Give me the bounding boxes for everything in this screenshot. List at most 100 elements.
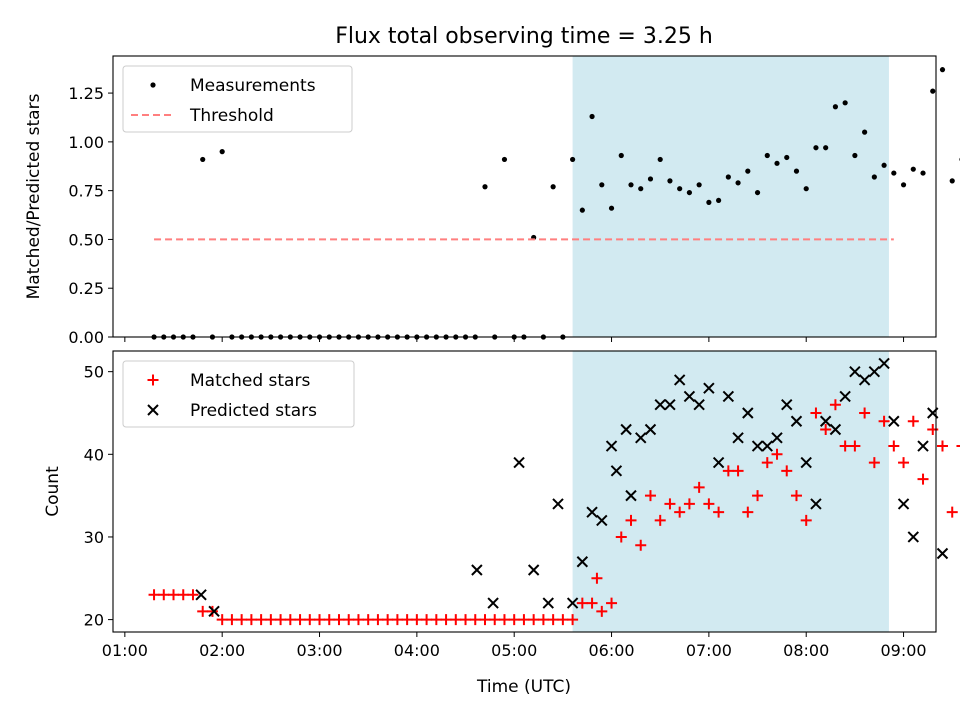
matched-star-point <box>469 614 481 626</box>
predicted-star-point <box>664 399 676 411</box>
measurement-point <box>862 129 868 135</box>
matched-star-point <box>401 614 413 626</box>
predicted-star-point <box>620 423 632 436</box>
matched-star-point <box>430 614 442 626</box>
predicted-star-point <box>566 597 579 609</box>
legend-box <box>122 360 355 428</box>
matched-star-point <box>752 490 764 502</box>
x-axis-label: Time (UTC) <box>476 677 571 697</box>
x-tick-label: 03:00 <box>296 641 342 660</box>
measurement-point <box>745 168 751 174</box>
predicted-star-point <box>907 531 919 543</box>
matched-star-point <box>576 597 588 609</box>
measurement-point <box>832 104 839 110</box>
y-tick-label: 1.25 <box>68 84 104 103</box>
predicted-star-point <box>487 597 499 609</box>
measurement-point <box>686 189 693 196</box>
matched-star-point <box>158 589 170 601</box>
matched-star-point <box>206 605 218 617</box>
measurement-point <box>793 168 800 174</box>
predicted-star-point <box>868 365 881 378</box>
measurement-point <box>550 184 556 190</box>
matched-star-point <box>236 614 248 626</box>
measurement-point <box>803 186 809 192</box>
matched-star-point <box>654 514 666 526</box>
y-tick-label: 50 <box>84 363 104 382</box>
matched-star-point <box>800 514 812 526</box>
predicted-star-point <box>683 390 696 403</box>
y-tick-label: 0.25 <box>68 279 104 298</box>
measurement-point <box>910 166 916 172</box>
predicted-star-point <box>610 465 623 477</box>
legend-predicted-swatch <box>147 404 159 416</box>
chart-title: Flux total observing time = 3.25 h <box>335 24 713 49</box>
matched-star-point <box>498 614 510 626</box>
matched-star-point <box>216 614 228 626</box>
predicted-star-point <box>576 556 589 568</box>
top-panel: 0.00 0.25 0.50 0.75 1.00 1.25 Matched/Predicte… <box>24 55 960 347</box>
measurement-point <box>881 162 887 168</box>
matched-star-point <box>255 614 267 626</box>
legend: Matched stars Predicted stars <box>122 360 355 428</box>
predicted-star-point <box>819 415 832 427</box>
measurement-point <box>774 160 780 166</box>
predicted-star-point <box>810 498 822 510</box>
matched-star-point <box>352 614 364 626</box>
matched-star-point <box>907 415 919 427</box>
predicted-star-point <box>936 547 949 560</box>
matched-star-point <box>596 605 608 617</box>
legend-measurement-swatch <box>150 82 156 88</box>
y-tick-label: 0.50 <box>68 230 104 249</box>
matched-star-point <box>489 614 501 626</box>
matched-star-point <box>168 589 180 601</box>
predicted-star-point <box>751 440 764 452</box>
predicted-star-point <box>781 399 793 411</box>
measurement-point <box>482 184 488 190</box>
x-tick-label: 09:00 <box>880 641 926 660</box>
measurement-point <box>754 189 761 196</box>
matched-star-point <box>898 457 910 469</box>
predicted-star-point <box>771 432 783 444</box>
matched-star-point <box>314 614 326 626</box>
measurement-point <box>696 182 702 188</box>
y-tick-label: 30 <box>84 528 104 547</box>
measurement-point <box>871 174 877 180</box>
y-tick-label: 40 <box>84 445 104 464</box>
legend-label: Measurements <box>190 76 316 96</box>
measurement-point <box>949 178 955 184</box>
measurement-point <box>608 205 615 211</box>
matched-star-point <box>226 614 238 626</box>
highlight-span <box>572 56 889 337</box>
matched-star-point <box>956 445 960 448</box>
matched-star-point <box>372 614 384 626</box>
measurement-point <box>725 174 731 180</box>
measurement-point <box>920 170 926 176</box>
predicted-star-point <box>722 390 735 403</box>
matched-star-point <box>479 614 491 626</box>
matched-star-point <box>557 614 569 626</box>
predicted-star-point <box>635 432 647 444</box>
matched-star-point <box>294 614 306 626</box>
y-axis-label: Count <box>43 466 63 517</box>
legend-label: Matched stars <box>190 371 310 391</box>
matched-star-point <box>528 614 540 626</box>
bottom-panel: 20 30 40 50 01:00 02:00 03:00 04:00 05:00 06:00 07… <box>43 350 960 660</box>
measurement-point <box>784 154 790 161</box>
x-tick-label: 05:00 <box>491 641 537 660</box>
x-tick-label: 06:00 <box>588 641 634 660</box>
measurement-point <box>930 88 936 94</box>
predicted-star-point <box>644 423 657 436</box>
matched-star-point <box>859 407 871 419</box>
predicted-star-point <box>552 498 564 510</box>
matched-star-point <box>888 440 900 452</box>
measurement-point <box>219 149 225 155</box>
matched-star-point <box>440 614 452 626</box>
x-tick-label: 08:00 <box>783 641 829 660</box>
predicted-star-point <box>888 415 900 427</box>
y-tick-label: 0.75 <box>68 182 104 201</box>
legend-label: Predicted stars <box>190 401 317 421</box>
matched-star-point <box>829 399 841 411</box>
predicted-star-point <box>471 564 483 576</box>
predicted-star-point <box>542 597 554 609</box>
